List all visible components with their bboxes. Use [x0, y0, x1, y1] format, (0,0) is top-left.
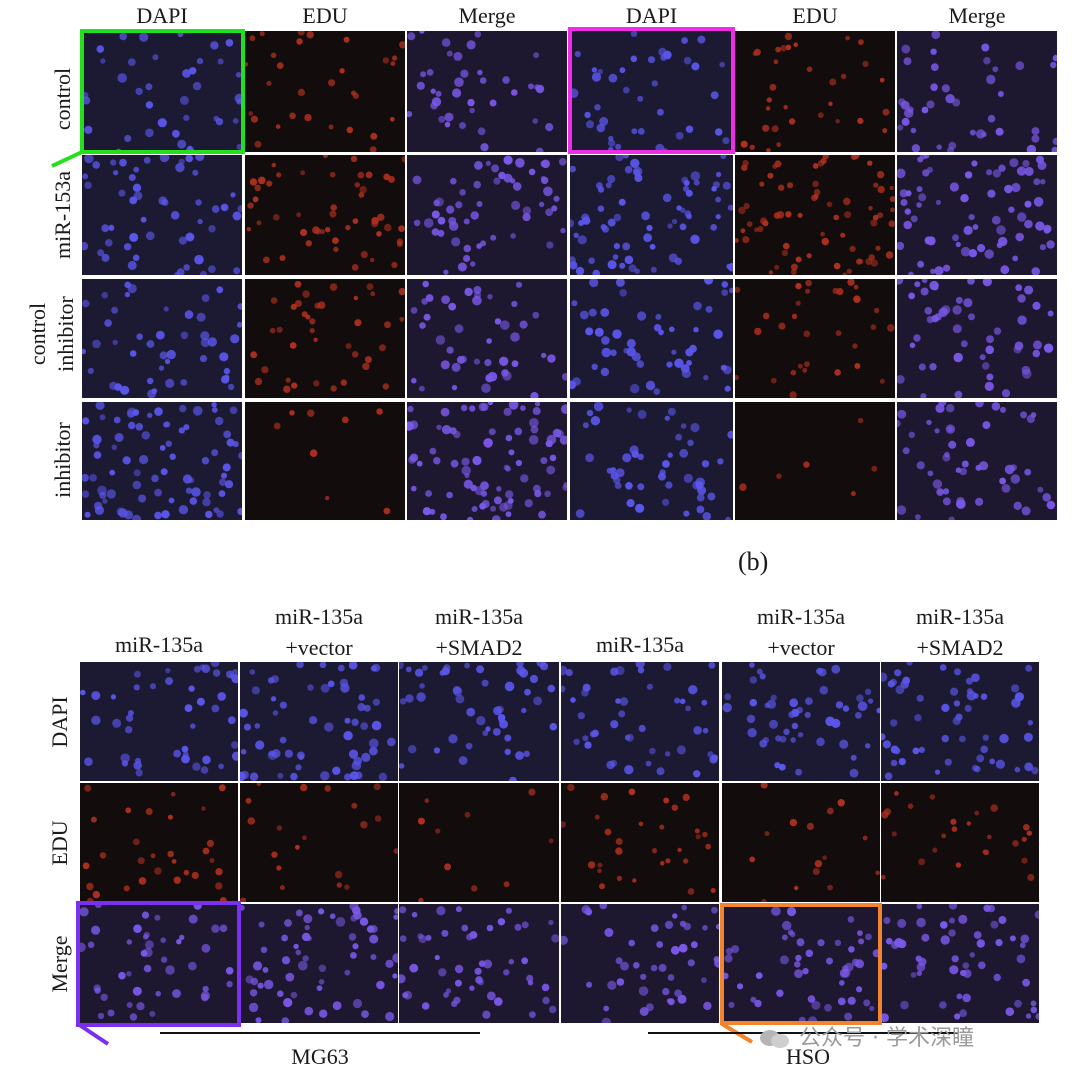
fig-a-col-header-merge-2: Merge	[948, 3, 1006, 28]
fig-b-panel-r1-c4	[561, 662, 719, 781]
fig-b-panel-r1-c6	[881, 662, 1039, 781]
fig-b-panel-r3-c4	[561, 904, 719, 1023]
fig-a-panel-r3-c6	[897, 279, 1057, 398]
fig-b-row-label-edu: EDU	[47, 820, 72, 866]
fig-a-col-header-edu-1: EDU	[302, 3, 348, 28]
fig-a-panel-r1-c5	[735, 31, 895, 152]
fig-a-highlight-green-tail	[51, 150, 83, 168]
fig-a-row-label-control-inhibitor-text: control inhibitor	[25, 296, 78, 372]
fig-a-panel-r2-c6	[897, 155, 1057, 275]
fig-b-col-header-3: miR-135a +SMAD2	[435, 604, 523, 660]
group-label-mg63: MG63	[291, 1044, 349, 1069]
fig-b-panel-r2-c1	[80, 783, 238, 902]
fig-b-panel-r1-c2	[240, 662, 398, 781]
fig-b-panel-r3-c1	[80, 904, 238, 1023]
fig-b-panel-r2-c6	[881, 783, 1039, 902]
fig-a-panel-r1-c4	[570, 31, 733, 152]
fig-a-panel-r3-c5	[735, 279, 895, 398]
fig-a-panel-r2-c3	[407, 155, 567, 275]
fig-b-panel-r2-c3	[399, 783, 559, 902]
fig-b-col-header-1: miR-135a	[115, 632, 203, 657]
fig-a-row-label-inhibitor: inhibitor	[50, 422, 75, 498]
fig-a-col-header-dapi-1: DAPI	[136, 3, 188, 28]
fig-a-panel-r1-c2	[245, 31, 405, 152]
fig-b-panel-r1-c5	[722, 662, 880, 781]
fig-b-row-label-merge: Merge	[47, 935, 72, 993]
fig-a-panel-r3-c4	[570, 279, 733, 398]
figure-b-caption: (b)	[738, 547, 769, 576]
fig-a-col-header-edu-2: EDU	[792, 3, 838, 28]
fig-b-col-header-5: miR-135a +vector	[757, 604, 845, 660]
fig-a-panel-r4-c1	[82, 402, 242, 520]
fig-a-panel-r4-c6	[897, 402, 1057, 520]
fig-a-panel-r1-c1	[82, 31, 242, 152]
fig-b-panel-r2-c5	[722, 783, 880, 902]
fig-a-panel-r2-c5	[735, 155, 895, 275]
fig-b-col-header-6: miR-135a +SMAD2	[916, 604, 1004, 660]
fig-a-col-header-dapi-2: DAPI	[625, 3, 678, 28]
fig-a-row-label-control-inhibitor: control inhibitor	[24, 254, 84, 414]
fig-a-panel-r2-c4	[570, 155, 733, 275]
fig-b-col-header-2: miR-135a +vector	[275, 604, 363, 660]
fig-a-panel-r3-c3	[407, 279, 567, 398]
fig-b-panel-r1-c1	[80, 662, 238, 781]
fig-a-panel-r3-c1	[82, 279, 242, 398]
fig-a-row-label-control: control	[50, 67, 75, 131]
fig-a-panel-r4-c4	[570, 402, 733, 520]
group-line-hso	[648, 1032, 958, 1034]
fig-a-panel-r4-c3	[407, 402, 567, 520]
group-line-mg63	[160, 1032, 480, 1034]
watermark-text: 公众号 · 学术深瞳	[799, 1026, 974, 1051]
fig-b-panel-r3-c6	[881, 904, 1039, 1023]
fig-b-panel-r1-c3	[399, 662, 559, 781]
fig-b-panel-r3-c5	[722, 904, 880, 1023]
fig-a-panel-r1-c3	[407, 31, 567, 152]
fig-a-panel-r4-c2	[245, 402, 405, 520]
fig-b-panel-r3-c3	[399, 904, 559, 1023]
fig-b-row-label-dapi: DAPI	[47, 696, 72, 748]
fig-b-panel-r2-c4	[561, 783, 719, 902]
group-label-hso: HSO	[785, 1044, 830, 1069]
watermark: 公众号 · 学术深瞳	[758, 1020, 974, 1052]
fig-b-highlight-purple-tail	[76, 1022, 110, 1046]
fig-a-panel-r2-c2	[245, 155, 405, 275]
fig-b-panel-r2-c2	[240, 783, 398, 902]
fig-a-panel-r1-c6	[897, 31, 1057, 152]
wechat-icon	[758, 1028, 792, 1050]
fig-b-col-header-4: miR-135a	[596, 632, 684, 657]
fig-b-panel-r3-c2	[240, 904, 398, 1023]
fig-a-col-header-merge-1: Merge	[458, 3, 516, 28]
fig-a-panel-r4-c5	[735, 402, 895, 520]
fig-a-panel-r3-c2	[245, 279, 405, 398]
fig-a-panel-r2-c1	[82, 155, 242, 275]
